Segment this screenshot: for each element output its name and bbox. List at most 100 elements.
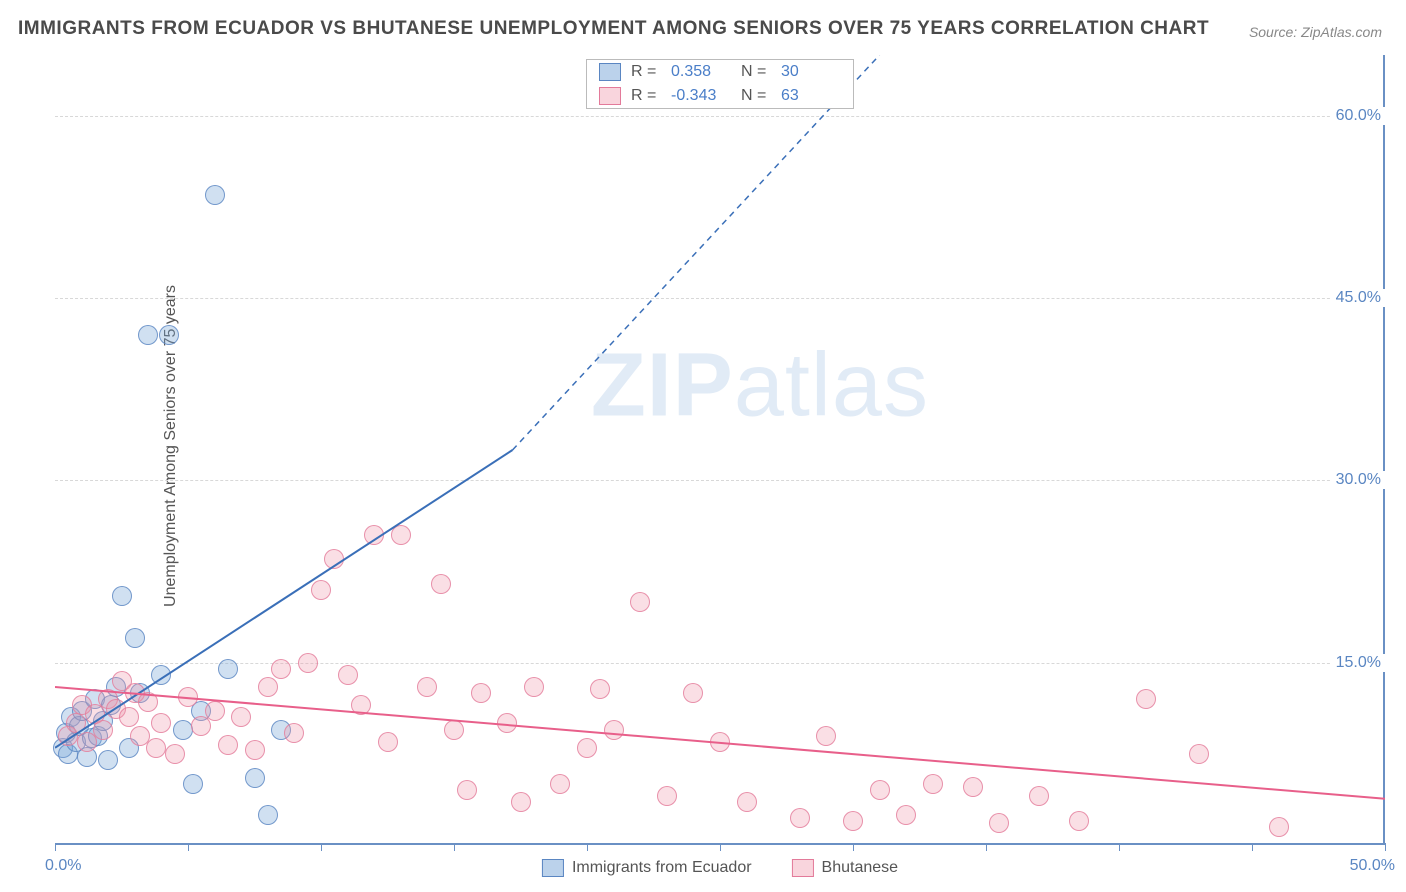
x-tick bbox=[853, 843, 854, 851]
x-tick bbox=[1385, 843, 1386, 851]
x-tick bbox=[720, 843, 721, 851]
scatter-point-bhutanese bbox=[989, 813, 1009, 833]
scatter-point-ecuador bbox=[125, 628, 145, 648]
legend-row-ecuador: R = 0.358 N = 30 bbox=[587, 60, 853, 84]
scatter-point-bhutanese bbox=[298, 653, 318, 673]
x-tick bbox=[1252, 843, 1253, 851]
scatter-point-bhutanese bbox=[146, 738, 166, 758]
scatter-point-bhutanese bbox=[378, 732, 398, 752]
scatter-point-bhutanese bbox=[138, 692, 158, 712]
scatter-point-bhutanese bbox=[577, 738, 597, 758]
scatter-point-bhutanese bbox=[311, 580, 331, 600]
n-label: N = bbox=[741, 63, 771, 81]
legend-item-bhutanese: Bhutanese bbox=[792, 859, 899, 877]
scatter-point-bhutanese bbox=[218, 735, 238, 755]
scatter-point-bhutanese bbox=[843, 811, 863, 831]
scatter-point-bhutanese bbox=[710, 732, 730, 752]
scatter-point-ecuador bbox=[98, 750, 118, 770]
scatter-point-bhutanese bbox=[511, 792, 531, 812]
source-credit: Source: ZipAtlas.com bbox=[1249, 24, 1382, 40]
scatter-point-bhutanese bbox=[93, 720, 113, 740]
chart-title: IMMIGRANTS FROM ECUADOR VS BHUTANESE UNE… bbox=[18, 18, 1209, 40]
swatch-pink-icon bbox=[599, 87, 621, 105]
scatter-point-bhutanese bbox=[271, 659, 291, 679]
scatter-point-bhutanese bbox=[816, 726, 836, 746]
r-value-ecuador: 0.358 bbox=[671, 63, 731, 81]
x-tick bbox=[55, 843, 56, 851]
scatter-point-bhutanese bbox=[364, 525, 384, 545]
scatter-point-bhutanese bbox=[923, 774, 943, 794]
scatter-point-bhutanese bbox=[896, 805, 916, 825]
scatter-point-bhutanese bbox=[391, 525, 411, 545]
legend-item-ecuador: Immigrants from Ecuador bbox=[542, 859, 752, 877]
scatter-point-bhutanese bbox=[324, 549, 344, 569]
scatter-point-bhutanese bbox=[604, 720, 624, 740]
scatter-point-bhutanese bbox=[431, 574, 451, 594]
scatter-point-ecuador bbox=[218, 659, 238, 679]
n-label: N = bbox=[741, 87, 771, 105]
scatter-point-bhutanese bbox=[66, 713, 86, 733]
x-axis-min-label: 0.0% bbox=[45, 857, 81, 875]
scatter-point-bhutanese bbox=[151, 713, 171, 733]
scatter-point-ecuador bbox=[112, 586, 132, 606]
scatter-point-bhutanese bbox=[1029, 786, 1049, 806]
scatter-point-bhutanese bbox=[417, 677, 437, 697]
x-tick bbox=[1119, 843, 1120, 851]
scatter-point-ecuador bbox=[205, 185, 225, 205]
scatter-point-bhutanese bbox=[657, 786, 677, 806]
legend-row-bhutanese: R = -0.343 N = 63 bbox=[587, 84, 853, 108]
scatter-points bbox=[55, 55, 1385, 843]
scatter-point-bhutanese bbox=[790, 808, 810, 828]
legend-label-ecuador: Immigrants from Ecuador bbox=[572, 859, 752, 877]
legend-label-bhutanese: Bhutanese bbox=[822, 859, 899, 877]
plot-area: ZIPatlas 15.0%30.0%45.0%60.0% 0.0% 50.0%… bbox=[55, 55, 1385, 845]
scatter-point-ecuador bbox=[151, 665, 171, 685]
scatter-point-bhutanese bbox=[1069, 811, 1089, 831]
scatter-point-bhutanese bbox=[870, 780, 890, 800]
scatter-point-bhutanese bbox=[284, 723, 304, 743]
swatch-blue-icon bbox=[599, 63, 621, 81]
scatter-point-bhutanese bbox=[1269, 817, 1289, 837]
scatter-point-bhutanese bbox=[963, 777, 983, 797]
scatter-point-ecuador bbox=[183, 774, 203, 794]
scatter-point-bhutanese bbox=[630, 592, 650, 612]
scatter-point-bhutanese bbox=[683, 683, 703, 703]
x-tick bbox=[587, 843, 588, 851]
scatter-point-ecuador bbox=[159, 325, 179, 345]
series-legend: Immigrants from Ecuador Bhutanese bbox=[542, 859, 898, 877]
scatter-point-bhutanese bbox=[165, 744, 185, 764]
scatter-point-bhutanese bbox=[457, 780, 477, 800]
x-tick bbox=[454, 843, 455, 851]
scatter-point-bhutanese bbox=[205, 701, 225, 721]
n-value-bhutanese: 63 bbox=[781, 87, 841, 105]
scatter-point-bhutanese bbox=[524, 677, 544, 697]
scatter-point-bhutanese bbox=[590, 679, 610, 699]
correlation-legend: R = 0.358 N = 30 R = -0.343 N = 63 bbox=[586, 59, 854, 109]
r-label: R = bbox=[631, 63, 661, 81]
scatter-point-bhutanese bbox=[497, 713, 517, 733]
scatter-point-bhutanese bbox=[338, 665, 358, 685]
scatter-point-ecuador bbox=[173, 720, 193, 740]
x-tick bbox=[188, 843, 189, 851]
scatter-point-bhutanese bbox=[119, 707, 139, 727]
scatter-point-ecuador bbox=[245, 768, 265, 788]
r-label: R = bbox=[631, 87, 661, 105]
scatter-point-bhutanese bbox=[1136, 689, 1156, 709]
swatch-blue-icon bbox=[542, 859, 564, 877]
x-axis-max-label: 50.0% bbox=[1350, 857, 1395, 875]
swatch-pink-icon bbox=[792, 859, 814, 877]
x-tick bbox=[321, 843, 322, 851]
scatter-point-ecuador bbox=[258, 805, 278, 825]
r-value-bhutanese: -0.343 bbox=[671, 87, 731, 105]
scatter-point-bhutanese bbox=[471, 683, 491, 703]
x-tick bbox=[986, 843, 987, 851]
scatter-point-bhutanese bbox=[178, 687, 198, 707]
scatter-point-bhutanese bbox=[444, 720, 464, 740]
scatter-point-ecuador bbox=[138, 325, 158, 345]
scatter-point-bhutanese bbox=[245, 740, 265, 760]
scatter-point-bhutanese bbox=[1189, 744, 1209, 764]
scatter-point-bhutanese bbox=[231, 707, 251, 727]
scatter-point-bhutanese bbox=[737, 792, 757, 812]
scatter-point-bhutanese bbox=[351, 695, 371, 715]
scatter-point-bhutanese bbox=[550, 774, 570, 794]
